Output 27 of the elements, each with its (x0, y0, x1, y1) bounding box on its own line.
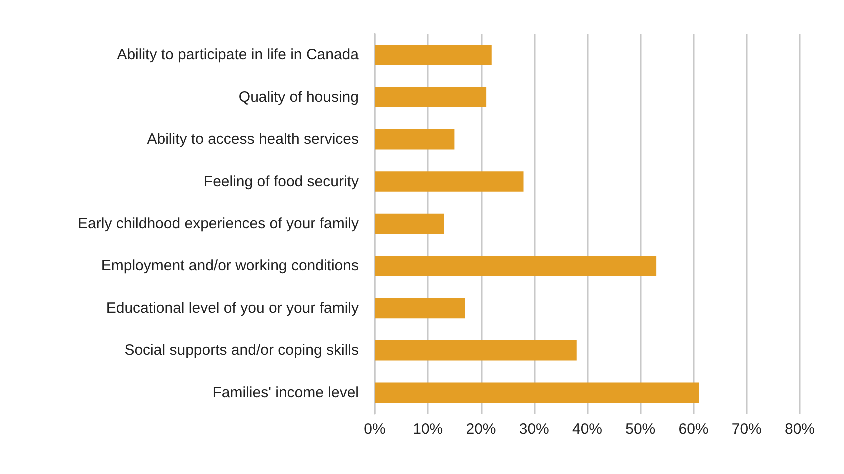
bar (375, 214, 444, 234)
x-tick-label: 70% (732, 421, 762, 438)
x-tick-label: 50% (626, 421, 656, 438)
bar (375, 87, 487, 108)
y-tick-label: Ability to participate in life in Canada (117, 46, 360, 64)
y-tick-label: Social supports and/or coping skills (124, 342, 359, 360)
bar (375, 256, 657, 276)
y-tick-label: Quality of housing (238, 88, 359, 106)
x-tick-label: 60% (678, 421, 709, 438)
x-tick-label: 40% (572, 421, 603, 438)
bar (375, 129, 455, 150)
bar (375, 340, 577, 361)
y-tick-label: Educational level of you or your family (106, 300, 360, 317)
y-tick-label: Ability to access health services (147, 131, 359, 148)
y-tick-label: Families' income level (212, 384, 359, 402)
x-tick-label: 10% (413, 421, 444, 438)
x-tick-label: 20% (466, 421, 496, 438)
x-tick-label: 0% (364, 421, 386, 438)
bar (375, 44, 492, 66)
bar (375, 298, 466, 319)
y-tick-label: Feeling of food security (204, 173, 360, 190)
x-tick-label: 30% (519, 421, 550, 438)
bar (375, 382, 700, 404)
x-tick-label: 80% (784, 421, 816, 438)
y-tick-label: Employment and/or working conditions (101, 258, 359, 275)
y-tick-label: Early childhood experiences of your family (78, 216, 360, 232)
bar (375, 172, 524, 192)
